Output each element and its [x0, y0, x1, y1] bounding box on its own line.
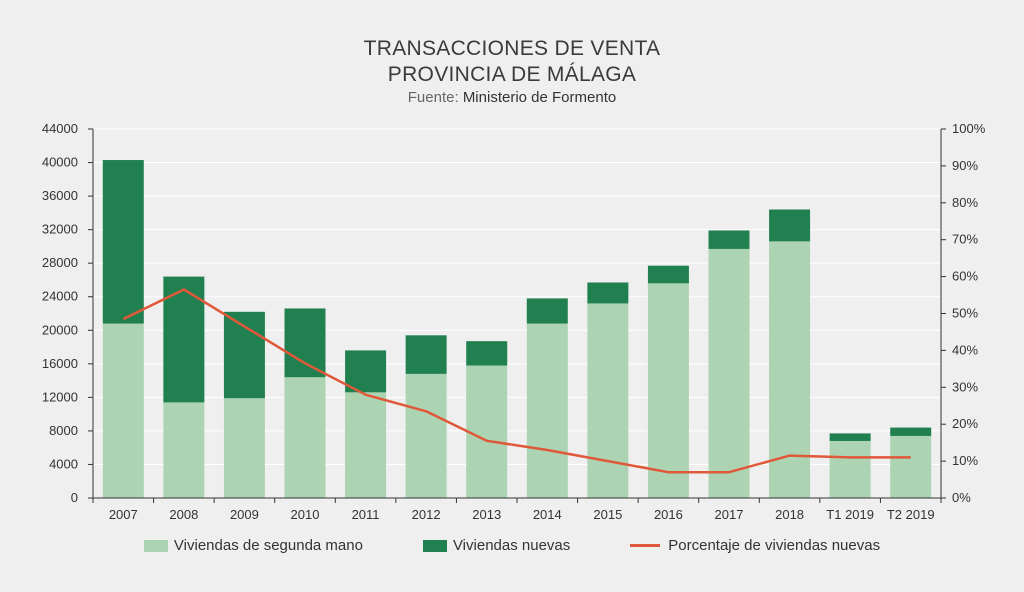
y-left-tick-label: 44000: [42, 121, 78, 136]
source-value: Ministerio de Formento: [462, 89, 617, 106]
bar-segunda-mano: [708, 248, 750, 498]
legend-item-nuevas: Viviendas nuevas: [422, 537, 571, 554]
line-porcentaje-nuevas: [122, 288, 911, 474]
bar-segunda-mano: [466, 365, 508, 498]
legend-item-porcentaje: Porcentaje de viviendas nuevas: [630, 537, 880, 554]
y-right-tick-label: 80%: [952, 195, 978, 210]
bar-nuevas: [647, 265, 689, 284]
bar-segunda-mano: [890, 435, 932, 498]
legend-swatch-porcentaje: [630, 544, 661, 547]
y-left-tick-label: 12000: [42, 389, 78, 404]
bar-nuevas: [284, 308, 326, 378]
y-left-tick-label: 40000: [42, 155, 78, 170]
y-right-tick-label: 0%: [952, 490, 971, 505]
y-right-tick-label: 50%: [952, 306, 978, 321]
y-left-tick-label: 0: [71, 490, 78, 505]
y-right-tick-label: 70%: [952, 232, 978, 247]
x-tick-label: 2013: [472, 507, 501, 522]
y-left-tick-label: 8000: [49, 423, 78, 438]
bar-nuevas: [769, 209, 811, 242]
source-label: Fuente:: [407, 89, 459, 106]
bar-segunda-mano: [345, 392, 387, 498]
chart-source: Fuente: Ministerio de Formento: [0, 88, 1024, 108]
legend-label-nuevas: Viviendas nuevas: [452, 537, 571, 554]
x-tick-label: 2009: [230, 507, 259, 522]
x-tick-label: 2017: [715, 507, 744, 522]
bar-nuevas: [526, 298, 568, 324]
bar-nuevas: [345, 350, 387, 393]
bar-segunda-mano: [647, 283, 689, 498]
x-tick-label: T2 2019: [887, 507, 935, 522]
bar-nuevas: [102, 160, 144, 324]
x-tick-label: T1 2019: [826, 507, 874, 522]
bar-segunda-mano: [587, 303, 629, 498]
bar-segunda-mano: [284, 377, 326, 498]
y-right-tick-label: 100%: [952, 121, 986, 136]
bar-segunda-mano: [102, 323, 144, 498]
y-right-tick-label: 30%: [952, 379, 978, 394]
x-tick-label: 2011: [352, 507, 380, 522]
y-left-tick-label: 4000: [49, 456, 78, 471]
bar-nuevas: [708, 230, 750, 249]
y-right-tick-label: 60%: [952, 269, 978, 284]
chart-legend: Viviendas de segunda mano Viviendas nuev…: [0, 537, 1024, 554]
legend-label-segunda-mano: Viviendas de segunda mano: [173, 537, 363, 554]
bar-segunda-mano: [163, 402, 205, 498]
legend-swatch-nuevas: [422, 539, 447, 552]
y-right-tick-label: 10%: [952, 453, 978, 468]
y-right-tick-label: 90%: [952, 158, 978, 173]
x-tick-label: 2015: [593, 507, 622, 522]
y-right-tick-label: 20%: [952, 416, 978, 431]
y-right-tick-label: 40%: [952, 342, 978, 357]
y-left-tick-label: 20000: [42, 322, 78, 337]
bar-nuevas: [405, 335, 447, 374]
x-tick-label: 2010: [291, 507, 320, 522]
bar-nuevas: [829, 433, 871, 441]
chart-title-line2: PROVINCIA DE MÁLAGA: [387, 63, 637, 86]
x-tick-label: 2014: [533, 507, 562, 522]
y-left-tick-label: 24000: [42, 289, 78, 304]
legend-swatch-segunda-mano: [143, 539, 168, 552]
bar-nuevas: [587, 282, 629, 304]
chart-title-block: TRANSACCIONES DE VENTA PROVINCIA DE MÁLA…: [0, 36, 1024, 108]
y-left-tick-label: 36000: [42, 188, 78, 203]
bar-nuevas: [466, 341, 508, 366]
legend-item-segunda-mano: Viviendas de segunda mano: [143, 537, 363, 554]
y-left-tick-label: 28000: [42, 255, 78, 270]
bar-segunda-mano: [223, 398, 265, 498]
x-tick-label: 2008: [169, 507, 198, 522]
legend-label-porcentaje: Porcentaje de viviendas nuevas: [668, 537, 881, 554]
bar-segunda-mano: [526, 323, 568, 498]
bar-segunda-mano: [829, 440, 871, 498]
x-tick-label: 2012: [412, 507, 441, 522]
x-tick-label: 2018: [775, 507, 804, 522]
x-tick-label: 2007: [109, 507, 138, 522]
chart-title-line1: TRANSACCIONES DE VENTA: [363, 37, 661, 60]
x-tick-label: 2016: [654, 507, 683, 522]
bar-nuevas: [223, 311, 265, 399]
bar-segunda-mano: [405, 373, 447, 498]
y-left-tick-label: 16000: [42, 356, 78, 371]
bar-nuevas: [890, 427, 932, 436]
y-left-tick-label: 32000: [42, 222, 78, 237]
